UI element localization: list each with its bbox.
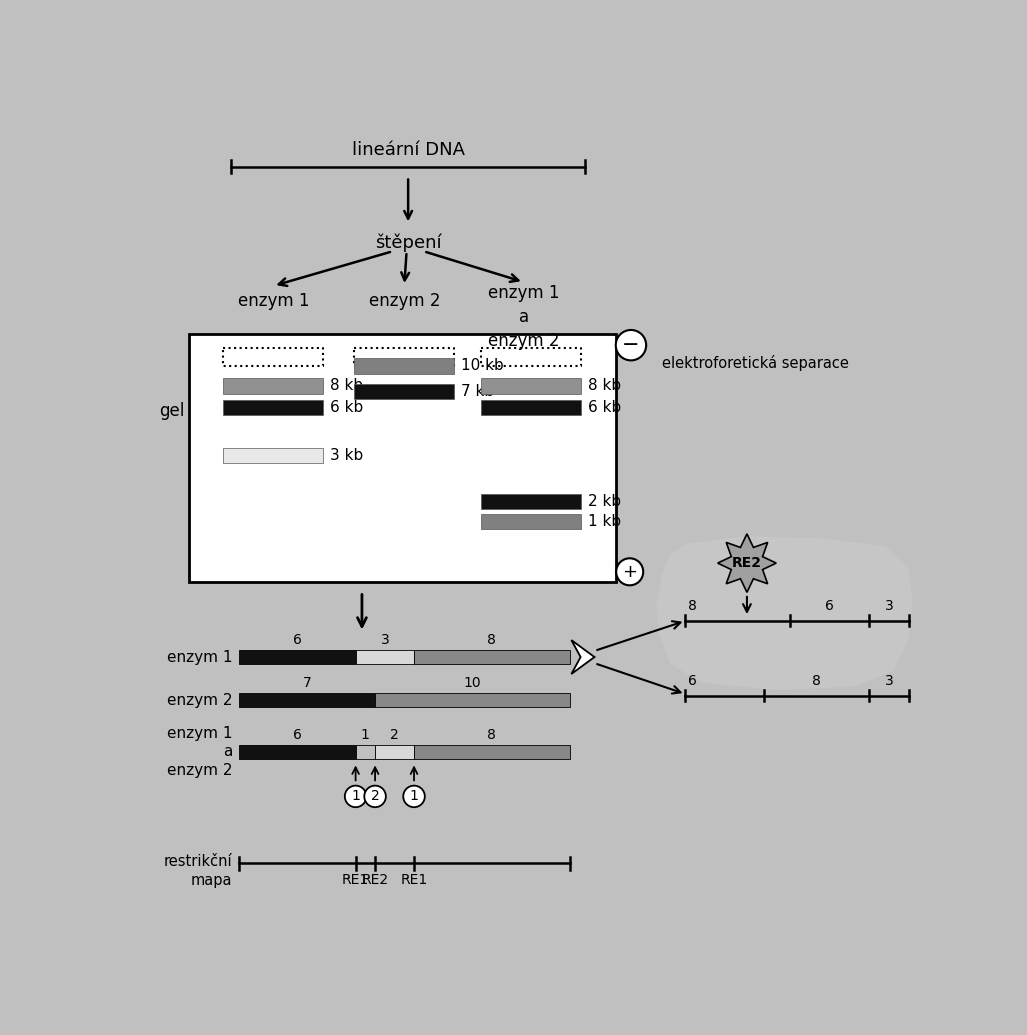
Text: štěpení: štěpení [375, 234, 442, 253]
Text: 2 kb: 2 kb [587, 494, 620, 509]
Text: enzym 1: enzym 1 [167, 650, 232, 664]
Text: enzym 1
a
enzym 2: enzym 1 a enzym 2 [167, 726, 232, 778]
Text: gel: gel [159, 403, 185, 420]
Text: 6: 6 [293, 633, 302, 647]
Text: RE1: RE1 [342, 873, 370, 887]
Text: 1 kb: 1 kb [587, 514, 620, 529]
Circle shape [345, 786, 367, 807]
Polygon shape [571, 640, 595, 674]
Text: 2: 2 [371, 790, 379, 803]
Text: RE2: RE2 [362, 873, 388, 887]
Bar [354, 358, 454, 374]
Circle shape [365, 786, 386, 807]
Bar [238, 650, 355, 664]
Bar [223, 447, 324, 463]
Text: 10: 10 [463, 676, 482, 690]
Text: 1: 1 [351, 790, 360, 803]
Bar [482, 513, 581, 529]
Text: −: − [622, 335, 640, 355]
Text: RE2: RE2 [732, 556, 762, 570]
Text: 8: 8 [488, 633, 496, 647]
Text: +: + [622, 563, 637, 581]
Bar [238, 745, 355, 759]
Text: 7: 7 [303, 676, 311, 690]
Bar [414, 650, 570, 664]
Text: 8: 8 [488, 728, 496, 742]
Bar [354, 384, 454, 400]
Text: lineární DNA: lineární DNA [351, 141, 464, 158]
Bar [189, 333, 616, 583]
Text: 6: 6 [826, 599, 834, 613]
Text: enzym 1: enzym 1 [237, 292, 309, 310]
Bar [355, 650, 414, 664]
Text: 6: 6 [688, 674, 697, 688]
Circle shape [404, 786, 425, 807]
Text: 8: 8 [812, 674, 822, 688]
Text: 8 kb: 8 kb [330, 379, 363, 393]
Bar [355, 745, 375, 759]
Text: 6 kb: 6 kb [587, 401, 620, 415]
Bar [375, 693, 570, 707]
Bar [223, 379, 324, 393]
Bar [375, 745, 414, 759]
Text: restrikční
mapa: restrikční mapa [164, 854, 232, 888]
Bar [238, 693, 375, 707]
Text: 3: 3 [884, 674, 893, 688]
Bar [414, 745, 570, 759]
Text: 10 kb: 10 kb [460, 358, 503, 374]
Text: RE1: RE1 [401, 873, 427, 887]
Bar [482, 379, 581, 393]
Text: enzym 1
a
enzym 2: enzym 1 a enzym 2 [488, 285, 560, 350]
Text: enzym 2: enzym 2 [369, 292, 440, 310]
Text: 3: 3 [884, 599, 893, 613]
Text: enzym 2: enzym 2 [167, 692, 232, 708]
Text: 8: 8 [688, 599, 697, 613]
Text: 3 kb: 3 kb [330, 448, 363, 463]
Bar [223, 400, 324, 415]
Text: 6: 6 [293, 728, 302, 742]
Text: 2: 2 [390, 728, 398, 742]
Text: 8 kb: 8 kb [587, 379, 620, 393]
Text: elektroforetická separace: elektroforetická separace [662, 355, 849, 372]
Polygon shape [656, 536, 913, 690]
Text: 1: 1 [410, 790, 418, 803]
Polygon shape [718, 534, 776, 592]
Text: 6 kb: 6 kb [330, 401, 363, 415]
Text: 1: 1 [360, 728, 370, 742]
Text: 3: 3 [380, 633, 389, 647]
Bar [482, 494, 581, 509]
Bar [482, 400, 581, 415]
Text: 7 kb: 7 kb [460, 384, 494, 398]
